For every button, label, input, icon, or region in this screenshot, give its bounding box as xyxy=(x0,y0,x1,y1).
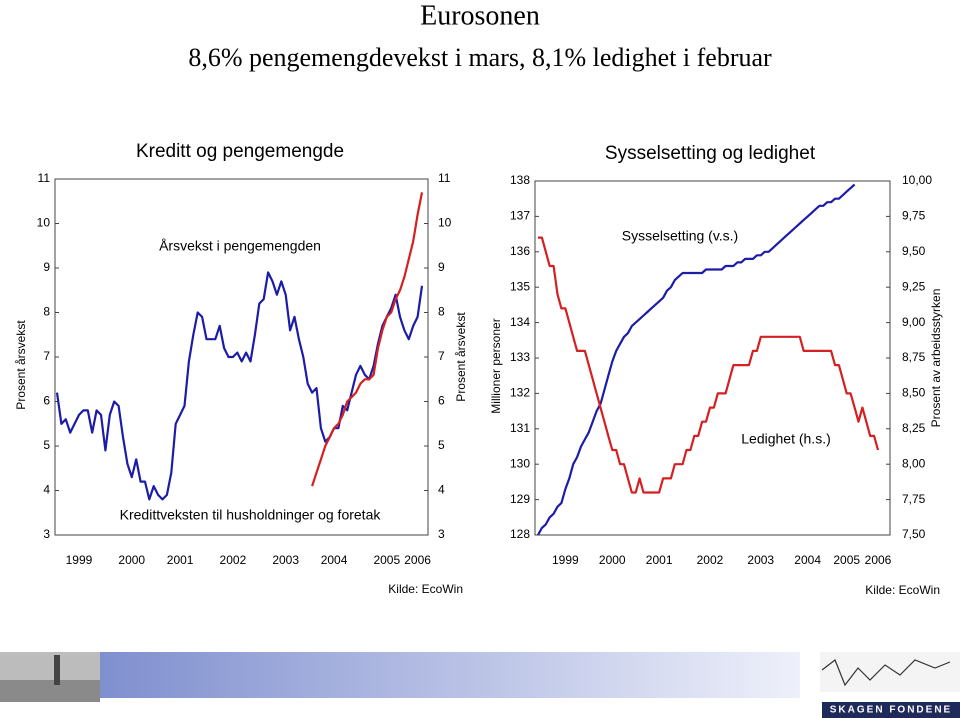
y-tick-label: 5 xyxy=(438,438,445,452)
y-tick-label: 8 xyxy=(43,305,50,319)
y-tick-label: 8,75 xyxy=(902,350,926,364)
y-tick-label: 7,75 xyxy=(902,492,926,506)
source: Kilde: EcoWin xyxy=(388,582,463,596)
y-tick-label: 3 xyxy=(438,527,445,541)
slide-title: Eurosonen xyxy=(420,0,540,31)
y-tick-label: 6 xyxy=(43,394,50,408)
y-tick-label: 9,50 xyxy=(902,244,926,258)
logo: SKAGEN FONDENE xyxy=(830,705,952,716)
y-tick-label: 4 xyxy=(438,483,445,497)
chart-title: Sysselsetting og ledighet xyxy=(605,143,816,164)
series-line xyxy=(311,192,424,487)
y-tick-label: 6 xyxy=(438,394,445,408)
y-tick-label: 11 xyxy=(438,171,451,185)
y-axis-label: Millioner personer xyxy=(489,318,503,413)
decor-line xyxy=(821,659,951,687)
x-tick-label: 2006 xyxy=(865,553,892,567)
y2-axis-label: Prosent av arbeidsstyrken xyxy=(929,289,943,428)
lighthouse xyxy=(54,655,60,685)
y-tick-label: 3 xyxy=(43,527,50,541)
decor-band xyxy=(100,652,800,698)
annotation: Ledighet (h.s.) xyxy=(741,431,831,447)
photo-rocks xyxy=(0,680,100,702)
y-tick-label: 10 xyxy=(438,216,452,230)
y-tick-label: 4 xyxy=(43,483,50,497)
slide-subtitle: 8,6% pengemengdevekst i mars, 8,1% ledig… xyxy=(188,43,772,72)
y-tick-label: 137 xyxy=(510,209,530,223)
y-tick-label: 10,00 xyxy=(902,173,932,187)
y-tick-label: 136 xyxy=(510,244,530,258)
y-tick-label: 7,50 xyxy=(902,527,926,541)
x-tick-label: 2002 xyxy=(697,553,724,567)
x-tick-label: 2001 xyxy=(646,553,673,567)
y-tick-label: 8,00 xyxy=(902,456,926,470)
x-tick-label: 2003 xyxy=(747,553,774,567)
y-tick-label: 9 xyxy=(43,260,50,274)
y-tick-label: 8 xyxy=(438,305,445,319)
y-tick-label: 9,00 xyxy=(902,315,926,329)
y-tick-label: 10 xyxy=(37,216,51,230)
x-tick-label: 1999 xyxy=(552,553,579,567)
y-tick-label: 134 xyxy=(510,315,530,329)
y-axis-label: Prosent årsvekst xyxy=(14,320,28,410)
y-tick-label: 133 xyxy=(510,350,530,364)
x-tick-label: 2004 xyxy=(794,553,821,567)
y-tick-label: 130 xyxy=(510,456,530,470)
series-line xyxy=(55,271,424,501)
y-tick-label: 135 xyxy=(510,279,530,293)
y-tick-label: 138 xyxy=(510,173,530,187)
source: Kilde: EcoWin xyxy=(865,583,940,597)
x-tick-label: 2003 xyxy=(272,553,299,567)
y-tick-label: 131 xyxy=(510,421,530,435)
y-tick-label: 132 xyxy=(510,386,530,400)
y-tick-label: 9 xyxy=(438,260,445,274)
x-tick-label: 2000 xyxy=(118,553,145,567)
decor-image xyxy=(820,652,960,692)
y-tick-label: 5 xyxy=(43,438,50,452)
y-tick-label: 9,25 xyxy=(902,279,926,293)
y-tick-label: 7 xyxy=(438,349,445,363)
logo-bar xyxy=(822,702,960,718)
y2-axis-label: Prosent årsvekst xyxy=(454,312,468,402)
annotation: Årsvekst i pengemengden xyxy=(159,238,321,254)
plot-frame xyxy=(54,178,429,536)
y-tick-label: 8,25 xyxy=(902,421,926,435)
series-line xyxy=(538,236,880,494)
x-tick-label: 2001 xyxy=(167,553,194,567)
x-tick-label: 2006 xyxy=(404,553,431,567)
y-tick-label: 7 xyxy=(43,349,50,363)
x-tick-label: 2005 xyxy=(833,553,860,567)
y-tick-label: 9,75 xyxy=(902,209,926,223)
y-tick-label: 128 xyxy=(510,527,530,541)
y-tick-label: 129 xyxy=(510,492,530,506)
y-tick-label: 8,50 xyxy=(902,386,926,400)
x-tick-label: 2002 xyxy=(220,553,247,567)
annotation: Sysselsetting (v.s.) xyxy=(622,228,738,244)
x-tick-label: 1999 xyxy=(66,553,93,567)
chart-title: Kreditt og pengemengde xyxy=(136,141,344,162)
x-tick-label: 2004 xyxy=(321,553,348,567)
y-tick-label: 11 xyxy=(38,171,51,185)
x-tick-label: 2005 xyxy=(373,553,400,567)
series-line xyxy=(537,183,856,536)
annotation: Kredittveksten til husholdninger og fore… xyxy=(120,507,382,523)
x-tick-label: 2000 xyxy=(599,553,626,567)
